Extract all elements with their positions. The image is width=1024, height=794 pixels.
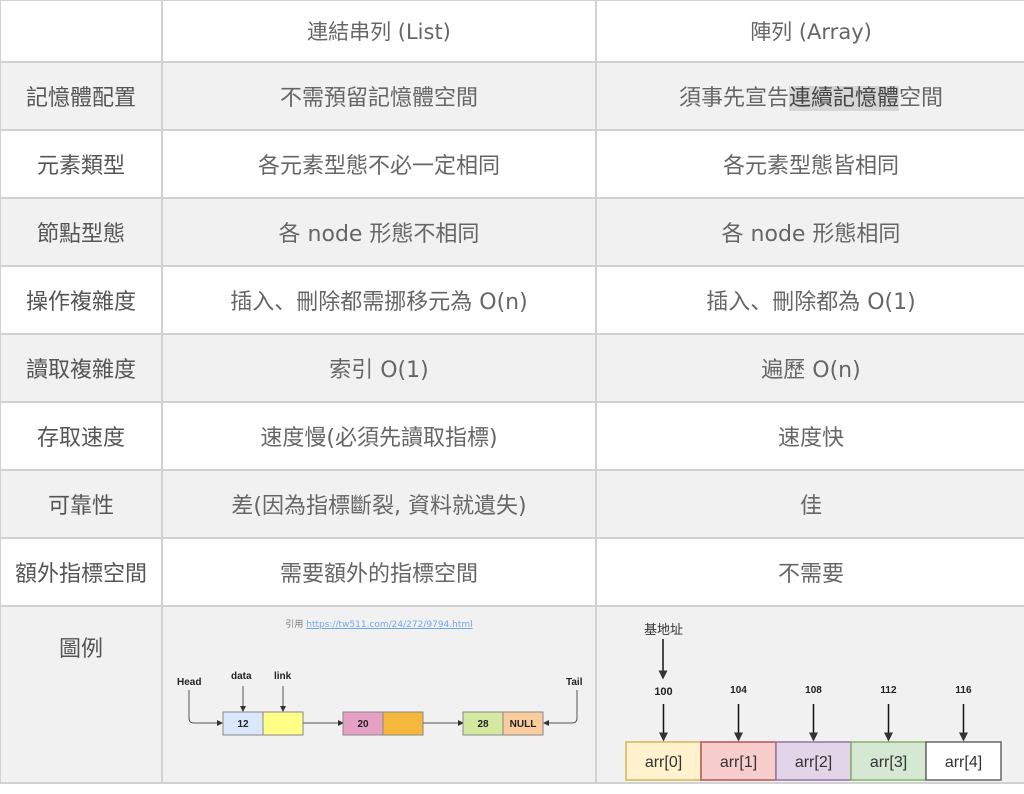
citation: 引用 https://tw511.com/24/272/9794.html (163, 617, 595, 630)
row-label: 額外指標空間 (0, 537, 163, 607)
node-link-box (262, 711, 304, 736)
head-label: Head (177, 677, 201, 688)
array-cell: 遍歷 O(n) (595, 333, 1024, 403)
row-label: 操作複雜度 (0, 265, 163, 335)
null-value: NULL (510, 719, 537, 730)
list-cell: 速度慢(必須先讀取指標) (161, 401, 597, 471)
address-label: 104 (730, 685, 747, 696)
tail-label: Tail (566, 677, 583, 688)
array-cell-label: arr[1] (720, 754, 757, 771)
data-label: data (231, 671, 252, 682)
list-cell: 各元素型態不必一定相同 (161, 129, 597, 199)
head-arrow (188, 690, 223, 726)
array-cell-label: arr[3] (870, 754, 907, 771)
list-cell: 需要額外的指標空間 (161, 537, 597, 607)
array-text: 須事先宣告 (678, 86, 789, 111)
node-value: 20 (357, 719, 369, 730)
row-label: 元素類型 (0, 129, 163, 199)
citation-link[interactable]: https://tw511.com/24/272/9794.html (306, 620, 473, 630)
array-cell: 插入、刪除都為 O(1) (595, 265, 1024, 335)
array-cell: 各元素型態皆相同 (595, 129, 1024, 199)
array-cell-box (775, 741, 852, 781)
array-cell-box (925, 741, 1002, 781)
list-cell: 插入、刪除都需挪移元為 O(n) (161, 265, 597, 335)
array-cell: 須事先宣告連續記憶體空間 (595, 61, 1024, 131)
link-label: link (274, 671, 292, 682)
header-array: 陣列 (Array) (595, 0, 1024, 63)
row-label: 可靠性 (0, 469, 163, 539)
array-cell: 速度快 (595, 401, 1024, 471)
row-label: 圖例 (0, 605, 163, 784)
list-figure-cell: 引用 https://tw511.com/24/272/9794.html (161, 605, 597, 784)
array-cell: 佳 (595, 469, 1024, 539)
header-list: 連結串列 (List) (161, 0, 597, 63)
citation-prefix: 引用 (285, 620, 304, 630)
array-cell-label: arr[4] (945, 754, 982, 771)
tail-arrow (543, 690, 578, 726)
row-label: 節點型態 (0, 197, 163, 267)
address-label: 112 (880, 685, 897, 696)
array-cell: 各 node 形態相同 (595, 197, 1024, 267)
array-cell-label: arr[0] (645, 754, 682, 771)
row-label: 記憶體配置 (0, 61, 163, 131)
address-label: 100 (654, 686, 672, 698)
corner-cell (0, 0, 163, 63)
node-link-box (382, 711, 424, 736)
row-label: 存取速度 (0, 401, 163, 471)
base-address-label: 基地址 (644, 622, 683, 637)
array-cell-label: arr[2] (795, 754, 832, 771)
array-cell: 不需要 (595, 537, 1024, 607)
address-label: 108 (805, 685, 822, 696)
figure-label: 圖例 (58, 637, 103, 662)
list-cell: 各 node 形態不相同 (161, 197, 597, 267)
address-label: 116 (955, 685, 972, 696)
node-value: 28 (477, 719, 489, 730)
list-cell: 不需預留記憶體空間 (161, 61, 597, 131)
row-label: 讀取複雜度 (0, 333, 163, 403)
list-cell: 索引 O(1) (161, 333, 597, 403)
highlighted-text: 連續記憶體 (788, 86, 899, 111)
array-cell-box (700, 741, 777, 781)
node-value: 12 (237, 719, 249, 730)
list-cell: 差(因為指標斷裂, 資料就遺失) (161, 469, 597, 539)
array-text: 空間 (899, 86, 944, 111)
